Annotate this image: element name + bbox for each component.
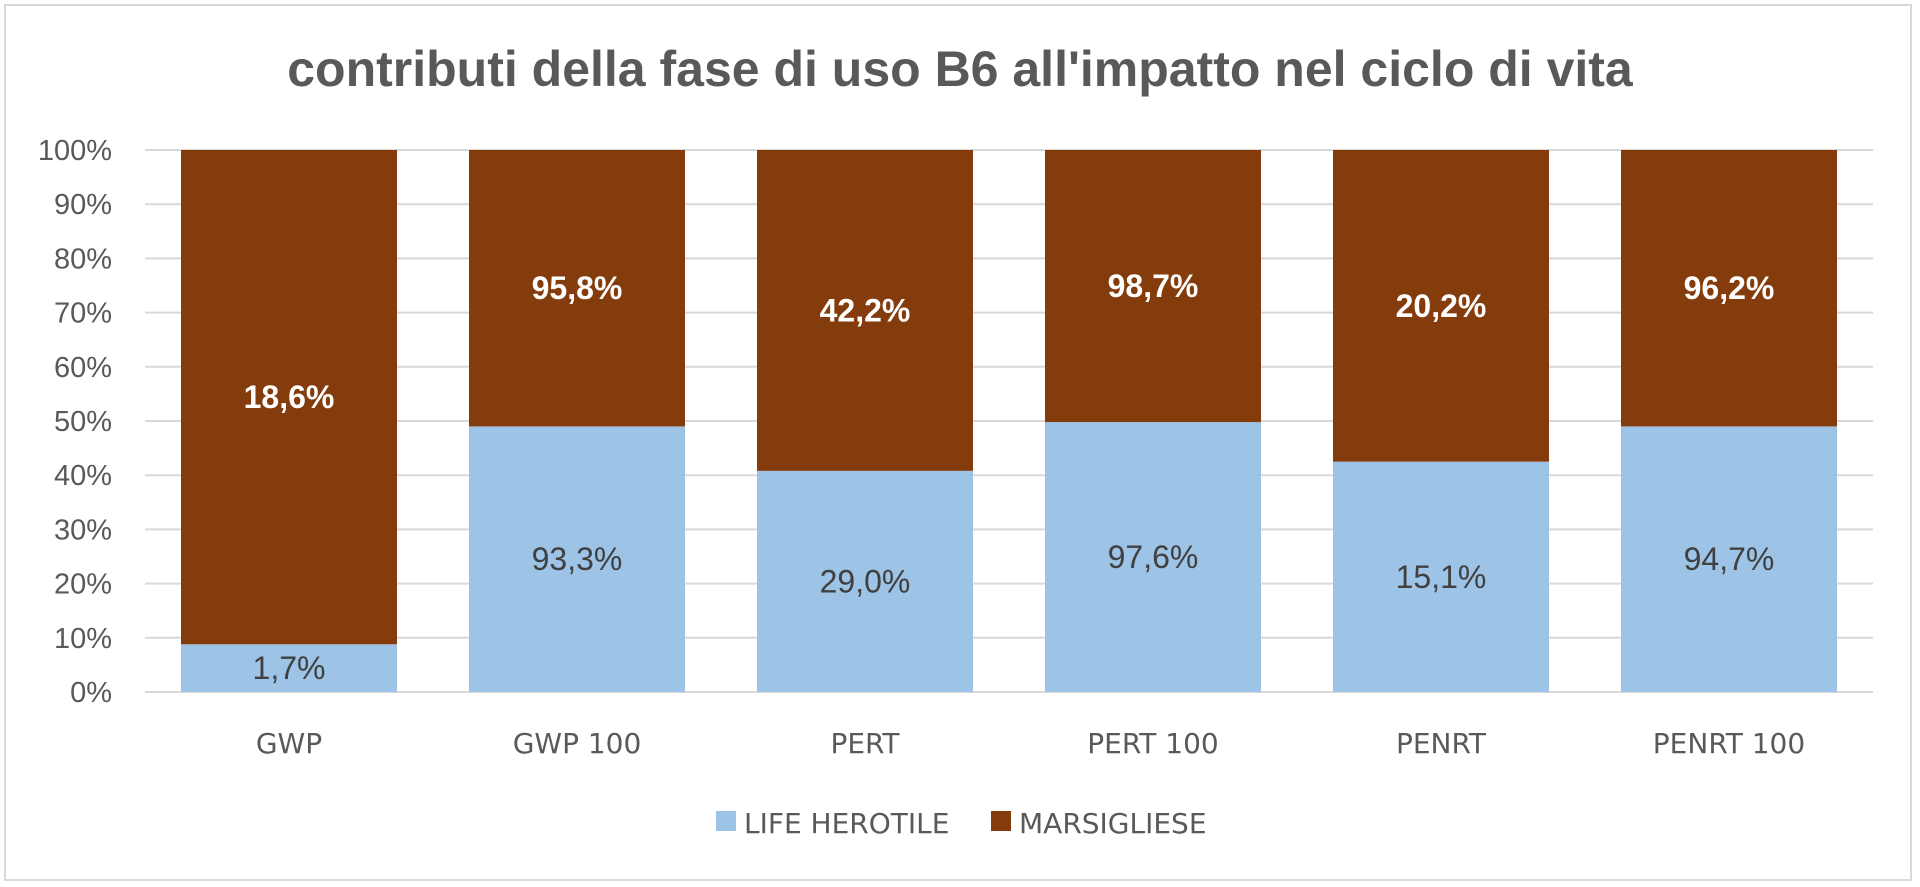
bar-segment-life-herotile (1045, 422, 1261, 692)
bar-segment-marsigliese (757, 150, 973, 471)
bar-segment-life-herotile (1621, 426, 1837, 692)
data-labels: 1,7% 18,6% 93,3% 95,8% 29,0% 42,2% 97,6% 98,7% 1… (244, 268, 1775, 686)
bar-segment-marsigliese (181, 150, 397, 645)
y-tick-label: 70% (54, 298, 112, 330)
x-category-label: GWP 100 (513, 727, 642, 760)
data-label: 18,6% (244, 379, 335, 415)
x-axis-category-labels: GWP GWP 100 PERT PERT 100 PENRT PENRT 100 (256, 727, 1805, 760)
x-category-label: PENRT (1396, 727, 1487, 760)
y-tick-label: 90% (54, 189, 112, 221)
data-label: 15,1% (1396, 559, 1487, 595)
data-label: 96,2% (1684, 270, 1775, 306)
y-tick-label: 80% (54, 243, 112, 275)
y-tick-label: 100% (38, 135, 112, 167)
bar-segment-life-herotile (469, 426, 685, 692)
legend-label-marsigliese: MARSIGLIESE (1019, 807, 1207, 840)
y-tick-label: 40% (54, 460, 112, 492)
data-label: 93,3% (532, 541, 623, 577)
legend-swatch-marsigliese (991, 811, 1011, 831)
data-label: 42,2% (820, 292, 911, 328)
x-category-label: PENRT 100 (1653, 727, 1805, 760)
bars (181, 150, 1837, 692)
bar-segment-life-herotile (757, 470, 973, 692)
data-label: 29,0% (820, 563, 911, 599)
bar-segment-marsigliese (1621, 150, 1837, 427)
gridlines (145, 149, 1873, 693)
chart-title: contributi della fase di uso B6 all'impa… (287, 41, 1634, 97)
y-tick-label: 10% (54, 623, 112, 655)
data-label: 1,7% (253, 650, 326, 686)
y-tick-label: 60% (54, 352, 112, 384)
y-axis-tick-labels: 0% 10% 20% 30% 40% 50% 60% 70% 80% 90% 100% (38, 135, 112, 709)
legend: LIFE HEROTILE MARSIGLIESE (716, 807, 1207, 840)
bar-segment-life-herotile (1333, 461, 1549, 692)
y-tick-label: 50% (54, 406, 112, 438)
legend-swatch-life-herotile (716, 811, 736, 831)
data-label: 94,7% (1684, 541, 1775, 577)
y-tick-label: 20% (54, 569, 112, 601)
bar-segment-marsigliese (1333, 150, 1549, 462)
data-label: 98,7% (1108, 268, 1199, 304)
bar-segment-marsigliese (469, 150, 685, 427)
x-category-label: PERT 100 (1087, 727, 1218, 760)
data-label: 20,2% (1396, 288, 1487, 324)
x-category-label: PERT (830, 727, 900, 760)
y-tick-label: 0% (70, 677, 112, 709)
bar-segment-marsigliese (1045, 150, 1261, 423)
y-tick-label: 30% (54, 514, 112, 546)
bar-segment-life-herotile (181, 644, 397, 692)
data-label: 95,8% (532, 270, 623, 306)
data-label: 97,6% (1108, 539, 1199, 575)
x-category-label: GWP (256, 727, 322, 760)
legend-label-life-herotile: LIFE HEROTILE (744, 807, 949, 840)
